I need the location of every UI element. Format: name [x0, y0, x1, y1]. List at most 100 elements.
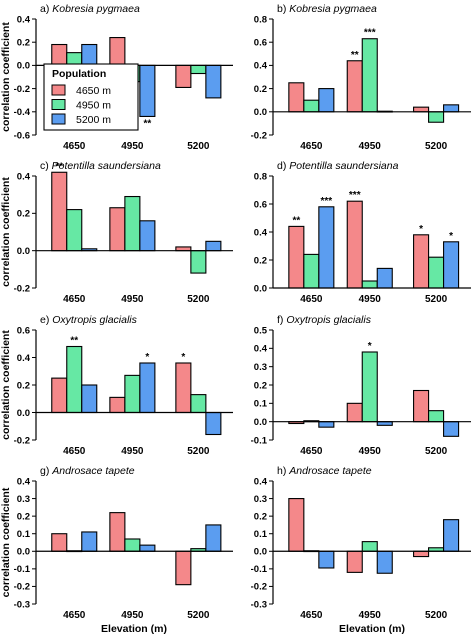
bar-d-4950m-5200 — [428, 256, 445, 289]
x-tick-label: 4650 — [300, 294, 323, 305]
y-tick-label: 0.3 — [254, 362, 267, 373]
bar-h-4650m-5200 — [413, 550, 430, 558]
legend-title: Population — [52, 68, 106, 80]
significance-mark: *** — [364, 28, 376, 39]
y-tick-label: 0.2 — [17, 38, 30, 49]
legend-label: 4950 m — [76, 100, 111, 112]
y-tick-label: 0.8 — [254, 14, 267, 25]
y-tick-label: 0.4 — [17, 14, 31, 25]
bar-d-5200m-4650 — [318, 206, 335, 289]
y-tick-label: -0.2 — [14, 435, 30, 446]
panel-species: Androsace tapete — [51, 465, 134, 477]
y-tick-label: 0.2 — [17, 511, 30, 522]
bar-b-4950m-4950 — [361, 38, 378, 113]
y-tick-label: 0.0 — [17, 246, 30, 257]
bar-c-5200m-4950 — [139, 220, 156, 252]
x-tick-label: 4650 — [63, 446, 86, 457]
y-tick-label: 0.5 — [254, 325, 268, 336]
bar-f-4950m-4950 — [361, 351, 378, 423]
panel-title-e: e) Oxytropis glacialis — [40, 314, 138, 326]
panel-letter: e) — [40, 314, 52, 326]
y-axis-label: correlation coefficient — [0, 177, 12, 287]
y-tick-label: 0.4 — [254, 61, 268, 72]
bar-b-4650m-4650 — [288, 82, 305, 113]
x-tick-label: 4650 — [63, 141, 86, 152]
panel-f: -0.1 0.0 0.1 0.2 0.3 0.4 0.5 * 4650 4950 5200 f) Ox… — [251, 314, 471, 457]
panel-species: Androsace tapete — [288, 465, 371, 477]
bar-g-5200m-4650 — [81, 531, 98, 552]
panel-species: Oxytropis glacialis — [286, 314, 371, 326]
legend-swatch — [51, 113, 66, 125]
bar-a-5200m-4650 — [81, 43, 98, 66]
panel-title-b: b) Kobresia pygmaea — [277, 3, 377, 15]
bar-d-4650m-5200 — [413, 234, 430, 289]
significance-mark: * — [419, 224, 423, 235]
bar-g-4650m-4950 — [109, 512, 126, 552]
y-tick-label: 0.4 — [254, 476, 268, 487]
y-tick-label: -0.2 — [14, 84, 30, 95]
x-tick-label: 5200 — [187, 610, 210, 621]
y-tick-label: -0.1 — [251, 435, 268, 446]
y-tick-label: 0.3 — [17, 494, 30, 505]
panel-species: Potentilla saundersiana — [52, 160, 161, 172]
bar-g-5200m-5200 — [205, 524, 222, 552]
y-tick-label: 0.4 — [17, 476, 31, 487]
bar-b-4650m-5200 — [413, 106, 430, 113]
panel-letter: g) — [40, 465, 52, 477]
bar-d-4950m-4950 — [361, 280, 378, 289]
y-tick-label: 0.2 — [254, 84, 267, 95]
bar-g-4650m-5200 — [175, 550, 192, 586]
bar-a-4650m-4950 — [109, 37, 126, 66]
panel-letter: b) — [277, 3, 289, 15]
x-tick-label: 5200 — [425, 446, 448, 457]
y-tick-label: -0.1 — [14, 564, 31, 575]
bar-e-4650m-5200 — [175, 362, 192, 414]
x-tick-label: 5200 — [187, 294, 210, 305]
bar-a-5200m-4950 — [139, 64, 156, 117]
y-tick-label: 0.4 — [254, 227, 268, 238]
x-tick-label: 4950 — [121, 446, 144, 457]
panel-letter: f) — [277, 314, 286, 326]
x-tick-label: 4650 — [300, 446, 323, 457]
bar-e-4950m-4950 — [124, 374, 141, 414]
x-tick-label: 5200 — [425, 141, 448, 152]
significance-mark: * — [368, 341, 372, 352]
y-tick-label: 0.4 — [17, 171, 31, 182]
x-tick-label: 5200 — [187, 446, 210, 457]
significance-mark: ** — [351, 50, 359, 61]
bar-d-4950m-4650 — [303, 253, 320, 289]
y-tick-label: 0.0 — [254, 283, 267, 294]
x-tick-label: 4650 — [63, 610, 86, 621]
bar-c-4650m-4950 — [109, 207, 126, 252]
bar-e-5200m-5200 — [205, 411, 222, 436]
panel-g: -0.3 -0.2 -0.1 0.0 0.1 0.2 0.3 0.4 4650 4950 5200 g… — [14, 465, 233, 621]
panel-letter: a) — [40, 3, 52, 15]
panel-species: Kobresia pygmaea — [289, 3, 377, 15]
bar-g-4950m-4950 — [124, 538, 141, 552]
x-tick-label: 5200 — [187, 141, 210, 152]
bar-d-5200m-4950 — [376, 267, 393, 289]
significance-mark: ** — [292, 215, 300, 226]
panel-title-a: a) Kobresia pygmaea — [40, 3, 140, 15]
bar-a-5200m-5200 — [205, 64, 222, 99]
y-tick-label: 0.4 — [17, 353, 31, 364]
y-tick-label: -0.2 — [14, 283, 30, 294]
x-tick-label: 4950 — [121, 610, 144, 621]
panel-letter: h) — [277, 465, 289, 477]
y-tick-label: -0.3 — [251, 599, 267, 610]
legend-swatch — [51, 99, 66, 110]
x-tick-label: 4950 — [121, 141, 144, 152]
y-tick-label: -0.2 — [251, 130, 267, 141]
bar-e-5200m-4650 — [81, 384, 98, 414]
significance-mark: *** — [320, 196, 332, 207]
panel-h: -0.3 -0.2 -0.1 0.0 0.1 0.2 0.3 0.4 4650 4950 5200 h… — [251, 465, 471, 621]
significance-mark: ** — [70, 336, 78, 347]
bar-f-4650m-5200 — [413, 389, 430, 423]
bar-a-4650m-4650 — [51, 43, 68, 66]
x-tick-label: 4950 — [359, 446, 382, 457]
y-tick-label: 0.8 — [254, 171, 267, 182]
x-tick-label: 5200 — [425, 294, 448, 305]
panel-title-h: h) Androsace tapete — [277, 465, 372, 477]
